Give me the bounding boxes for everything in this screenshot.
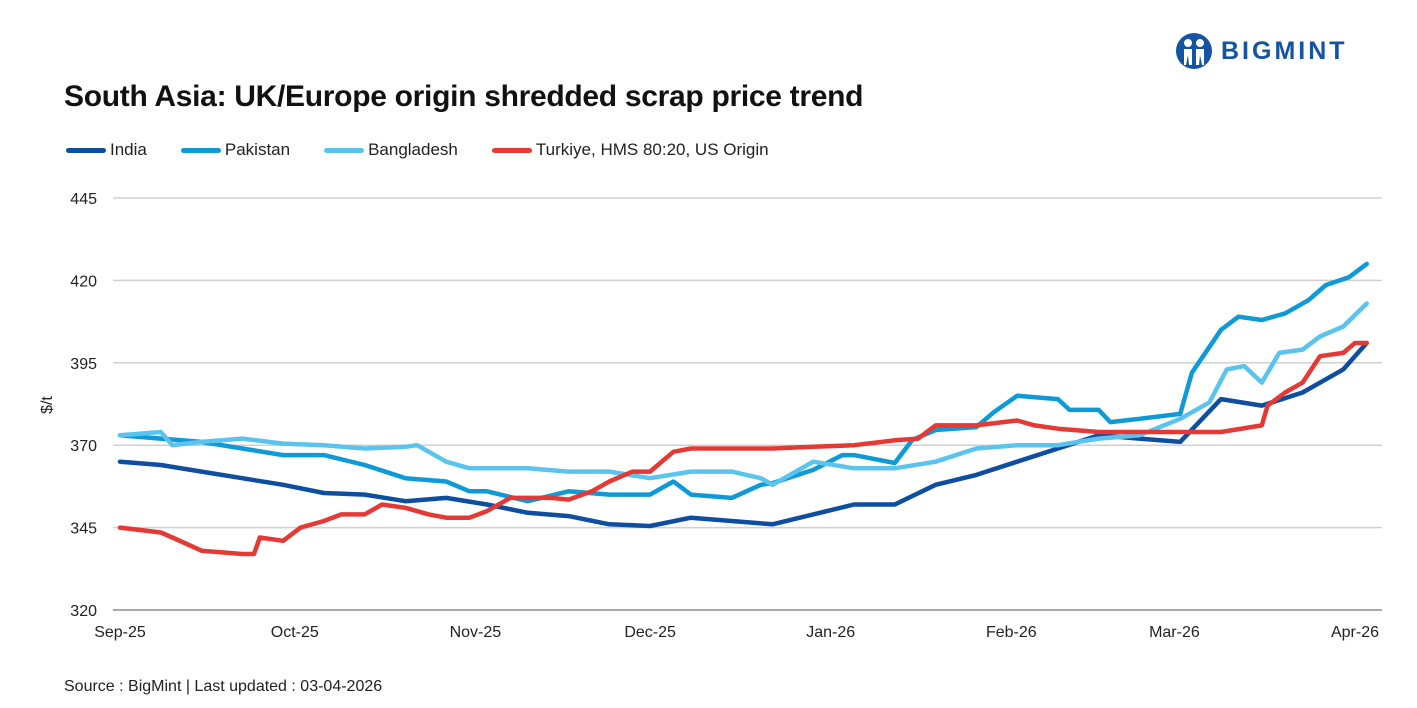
legend-label: Turkiye, HMS 80:20, US Origin <box>535 140 769 159</box>
gridlines <box>113 197 1382 529</box>
series-lines <box>117 261 1369 557</box>
legend-label: Bangladesh <box>368 140 458 159</box>
y-tick-label: 445 <box>70 191 97 208</box>
legend-item: Bangladesh <box>324 140 458 160</box>
y-axis-label: $/t <box>39 396 56 414</box>
x-tick-label: Sep-25 <box>94 624 146 641</box>
series-line-pakistan <box>117 261 1369 504</box>
legend-label: Pakistan <box>224 140 291 159</box>
source-note: Source : BigMint | Last updated : 03-04-… <box>64 678 383 695</box>
y-tick-label: 420 <box>70 273 97 290</box>
x-tick-label: Dec-25 <box>624 624 676 641</box>
series-line-bangladesh <box>117 301 1369 488</box>
y-tick-label: 395 <box>70 356 97 373</box>
legend-item: India <box>66 140 147 160</box>
bigmint-logo: BIGMINT <box>1175 32 1348 70</box>
x-tick-label: Feb-26 <box>986 624 1037 641</box>
legend-swatch <box>324 147 365 153</box>
x-tick-label: Jan-26 <box>806 624 855 641</box>
legend-item: Turkiye, HMS 80:20, US Origin <box>491 140 769 160</box>
y-tick-label: 320 <box>70 603 97 620</box>
y-tick-label: 345 <box>70 521 97 538</box>
legend: India Pakistan Bangladesh Turkiye, HMS 80:2… <box>66 140 769 160</box>
x-tick-labels: Sep-25 Oct-25 Nov-25 Dec-25 Jan-26 Feb-26 Mar-… <box>94 624 1379 641</box>
bigmint-logo-icon <box>1176 33 1212 69</box>
x-tick-label: Nov-25 <box>450 624 502 641</box>
legend-swatch <box>491 147 532 153</box>
y-tick-label: 370 <box>70 438 97 455</box>
x-tick-label: Oct-25 <box>271 624 319 641</box>
legend-item: Pakistan <box>180 140 291 160</box>
logo-text: BIGMINT <box>1221 36 1348 65</box>
x-tick-label: Apr-26 <box>1331 624 1379 641</box>
y-tick-labels: 320 345 370 395 420 445 <box>70 191 97 620</box>
series-line-india <box>117 340 1369 529</box>
chart-title: South Asia: UK/Europe origin shredded sc… <box>64 80 864 113</box>
legend-swatch <box>66 147 106 153</box>
legend-swatch <box>180 147 221 153</box>
legend-label: India <box>110 140 147 159</box>
x-tick-label: Mar-26 <box>1149 624 1200 641</box>
series-line-turkiye <box>117 340 1369 557</box>
